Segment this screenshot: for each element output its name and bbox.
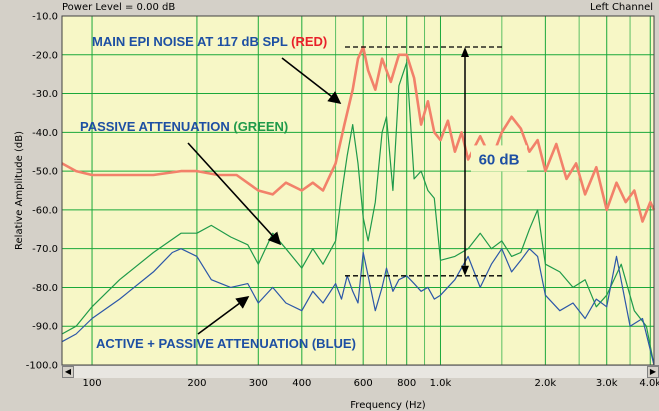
y-tick-label: -90.0 bbox=[32, 322, 58, 333]
y-tick-label: -20.0 bbox=[32, 50, 58, 61]
series-green-line bbox=[61, 61, 655, 366]
x-tick-label: 4.0k bbox=[639, 378, 659, 389]
y-tick-label: -50.0 bbox=[32, 167, 58, 178]
arrow-right-icon[interactable]: ▶ bbox=[647, 366, 659, 378]
channel-label: Left Channel bbox=[589, 2, 653, 13]
delta-label-bg bbox=[471, 145, 527, 172]
x-tick-label: 100 bbox=[82, 378, 101, 389]
arrow-left-icon[interactable]: ◀ bbox=[62, 366, 74, 378]
y-tick-label: -60.0 bbox=[32, 205, 58, 216]
annotation-red-suffix: (RED) bbox=[291, 34, 327, 49]
delta-arrow-up bbox=[461, 47, 469, 58]
series-blue-line bbox=[61, 248, 655, 366]
annotation-blue-label: ACTIVE + PASSIVE ATTENUATION (BLUE) bbox=[96, 336, 356, 351]
annotations: MAIN EPI NOISE AT 117 dB SPL (RED) PASSIV… bbox=[80, 34, 527, 351]
plot-area[interactable] bbox=[62, 16, 654, 365]
x-tick-label: 200 bbox=[187, 378, 206, 389]
y-tick-label: -40.0 bbox=[32, 128, 58, 139]
x-tick-label: 400 bbox=[292, 378, 311, 389]
y-tick-label: -100.0 bbox=[26, 361, 58, 372]
x-axis-label: Frequency (Hz) bbox=[350, 400, 426, 411]
x-tick-label: 300 bbox=[249, 378, 268, 389]
y-axis-ticks: -10.0 -20.0 -30.0 -40.0 -50.0 -60.0 -70.0 -80.0… bbox=[26, 12, 58, 372]
x-tick-label: 2.0k bbox=[535, 378, 557, 389]
y-tick-label: -70.0 bbox=[32, 244, 58, 255]
y-axis-label: Relative Amplitude (dB) bbox=[14, 131, 25, 250]
x-tick-label: 1.0k bbox=[430, 378, 452, 389]
annotation-red-label: MAIN EPI NOISE AT 117 dB SPL (RED) bbox=[92, 34, 327, 49]
annotation-green-label: PASSIVE ATTENUATION (GREEN) bbox=[80, 119, 288, 134]
x-tick-label: 800 bbox=[397, 378, 416, 389]
x-tick-label: 3.0k bbox=[596, 378, 618, 389]
annotation-green-suffix: (GREEN) bbox=[233, 119, 288, 134]
horizontal-scrollbar[interactable]: ◀ ▶ bbox=[62, 365, 659, 378]
y-tick-label: -80.0 bbox=[32, 283, 58, 294]
x-axis-ticks: 100 200 300 400 600 800 1.0k 2.0k 3.0k 4.0k bbox=[82, 378, 659, 389]
series-layer bbox=[61, 45, 656, 366]
power-level-readout: Power Level = 0.00 dB bbox=[62, 2, 176, 13]
delta-arrow-down bbox=[461, 265, 469, 276]
y-tick-label: -30.0 bbox=[32, 89, 58, 100]
annotation-green-arrow bbox=[187, 142, 282, 246]
x-tick-label: 600 bbox=[354, 378, 373, 389]
annotation-blue-arrow bbox=[197, 296, 250, 335]
window-header: Power Level = 0.00 dB Left Channel bbox=[0, 0, 659, 16]
delta-label: 60 dB bbox=[479, 151, 520, 168]
series-red-line bbox=[61, 45, 656, 223]
y-tick-label: -10.0 bbox=[32, 12, 58, 23]
annotation-red-arrow bbox=[281, 57, 342, 104]
